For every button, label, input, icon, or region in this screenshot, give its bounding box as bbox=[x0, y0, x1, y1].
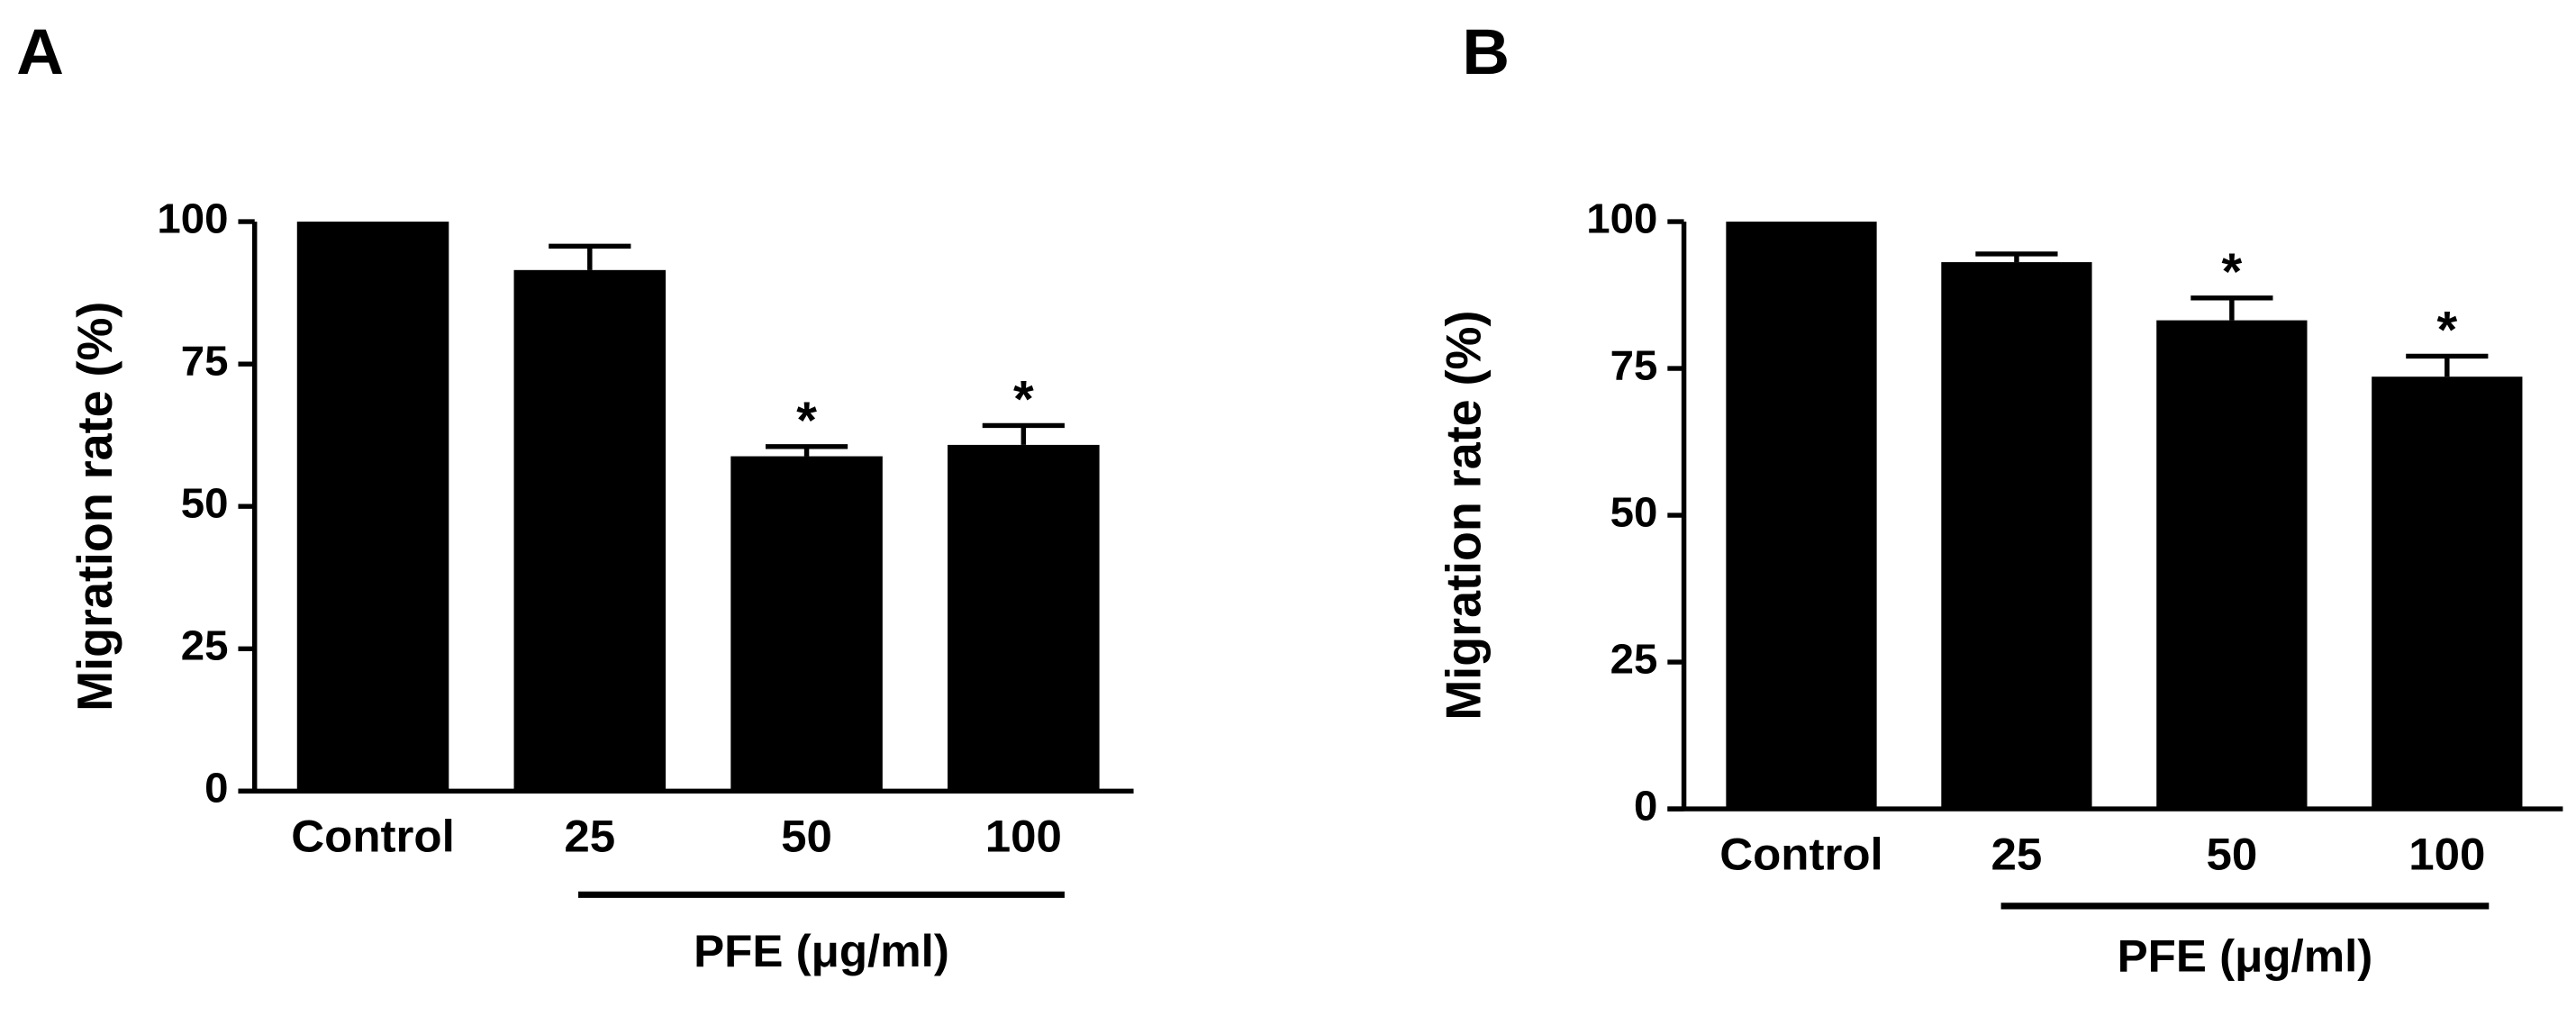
y-tick-label: 25 bbox=[181, 621, 229, 669]
bar bbox=[296, 222, 449, 792]
y-tick-label: 0 bbox=[204, 764, 228, 812]
y-tick-label: 100 bbox=[1586, 195, 1657, 242]
bar bbox=[2372, 376, 2523, 810]
error-bar bbox=[982, 422, 1065, 445]
significance-mark: * bbox=[2436, 302, 2457, 359]
x-tick-label: 25 bbox=[564, 811, 615, 862]
y-tick-label: 25 bbox=[1610, 635, 1658, 683]
y-tick-label: 50 bbox=[181, 479, 229, 527]
x-group-label: PFE (μg/ml) bbox=[694, 925, 949, 976]
y-tick-label: 0 bbox=[1634, 782, 1657, 830]
bar bbox=[513, 269, 667, 792]
bar bbox=[948, 444, 1100, 792]
panel-label: A bbox=[16, 15, 64, 87]
error-bar bbox=[1975, 251, 2058, 263]
y-tick-label: 75 bbox=[181, 337, 229, 385]
x-tick-label: 50 bbox=[781, 811, 832, 862]
bar bbox=[1941, 262, 2092, 810]
x-tick-label: 100 bbox=[2408, 829, 2485, 880]
y-axis-label: Migration rate (%) bbox=[1436, 311, 1491, 721]
error-bar bbox=[2406, 353, 2489, 377]
bar bbox=[2156, 320, 2308, 810]
error-bar bbox=[2191, 295, 2273, 321]
x-tick-label: 100 bbox=[985, 811, 1062, 862]
x-tick-label: 25 bbox=[1991, 829, 2043, 880]
y-tick-label: 75 bbox=[1610, 341, 1658, 389]
y-axis-label: Migration rate (%) bbox=[68, 302, 122, 712]
panel-label: B bbox=[1462, 15, 1510, 87]
x-tick-label: Control bbox=[291, 811, 455, 862]
bar bbox=[1726, 222, 1877, 810]
x-group-label: PFE (μg/ml) bbox=[2118, 930, 2373, 982]
error-bar bbox=[765, 444, 848, 457]
bar bbox=[730, 456, 883, 792]
error-bar bbox=[549, 243, 631, 270]
significance-mark: * bbox=[1013, 371, 1034, 429]
significance-mark: * bbox=[796, 392, 817, 449]
significance-mark: * bbox=[2222, 243, 2243, 301]
x-tick-label: 50 bbox=[2206, 829, 2257, 880]
y-tick-label: 100 bbox=[157, 195, 228, 242]
y-tick-label: 50 bbox=[1610, 488, 1658, 536]
x-tick-label: Control bbox=[1719, 829, 1883, 880]
